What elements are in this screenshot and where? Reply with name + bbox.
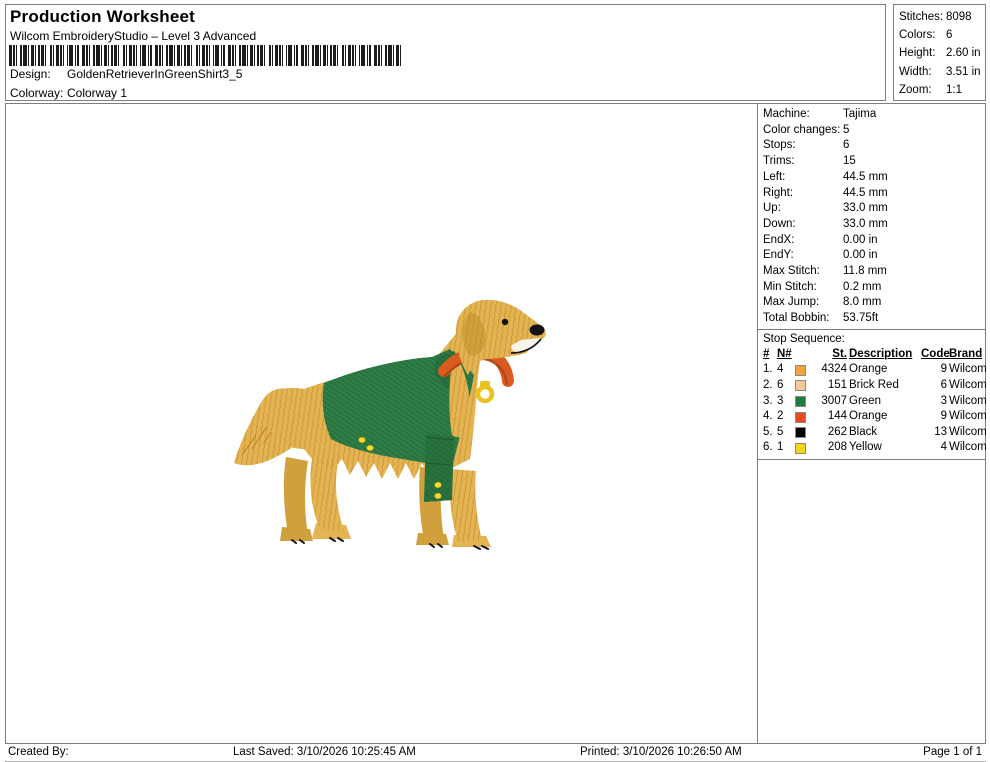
created-by-label: Created By: xyxy=(8,746,69,758)
machine-info-section: Machine: Tajima Color changes: 5 Stops: 6 T… xyxy=(758,104,985,330)
info-row: EndY: 0.00 in xyxy=(763,249,878,262)
last-saved-text: Last Saved: 3/10/2026 10:25:45 AM xyxy=(233,746,416,758)
stat-colors: Colors: 6 xyxy=(899,29,953,42)
info-row: Up: 33.0 mm xyxy=(763,202,888,215)
table-row: 1. 4 4324 Orange 9 Wilcom xyxy=(763,363,987,376)
colorway-label: Colorway: xyxy=(10,86,64,100)
thread-swatch xyxy=(795,427,806,439)
printed-text: Printed: 3/10/2026 10:26:50 AM xyxy=(580,746,742,758)
dog-mouth xyxy=(510,338,542,354)
dog-claws xyxy=(291,537,489,550)
design-value: GoldenRetrieverInGreenShirt3_5 xyxy=(67,67,243,81)
info-row: EndX: 0.00 in xyxy=(763,233,878,246)
info-row: Right: 44.5 mm xyxy=(763,186,888,199)
main-area: Machine: Tajima Color changes: 5 Stops: 6 T… xyxy=(5,103,987,744)
table-row: 3. 3 3007 Green 3 Wilcom xyxy=(763,394,987,407)
info-row: Stops: 6 xyxy=(763,139,850,152)
table-row: 2. 6 151 Brick Red 6 Wilcom xyxy=(763,379,987,392)
dog-collar-tag xyxy=(475,381,495,404)
design-canvas xyxy=(6,104,758,743)
dog-jacket xyxy=(322,349,474,502)
page-number: Page 1 of 1 xyxy=(923,746,982,758)
info-row: Machine: Tajima xyxy=(763,108,877,120)
table-row: 4. 2 144 Orange 9 Wilcom xyxy=(763,410,987,423)
thread-swatch xyxy=(795,395,806,407)
dog-muzzle xyxy=(511,338,540,352)
colorway-row: Colorway: Colorway 1 xyxy=(10,86,127,100)
golden-retriever-artwork xyxy=(234,299,546,550)
stat-width: Width: 3.51 in xyxy=(899,65,981,78)
footer: Created By: Last Saved: 3/10/2026 10:25:… xyxy=(5,744,986,762)
info-row: Max Stitch: 11.8 mm xyxy=(763,265,887,278)
stats-box: Stitches: 8098 Colors: 6 Height: 2.60 in Wi… xyxy=(893,4,986,101)
stop-sequence-header: # N# St. Description Code Brand xyxy=(763,347,983,360)
info-row: Max Jump: 8.0 mm xyxy=(763,296,882,309)
info-row: Down: 33.0 mm xyxy=(763,217,888,230)
info-panel: Machine: Tajima Color changes: 5 Stops: 6 T… xyxy=(757,104,987,743)
info-row: Color changes: 5 xyxy=(763,123,850,136)
stat-stitches: Stitches: 8098 xyxy=(899,11,972,23)
table-row: 6. 1 208 Yellow 4 Wilcom xyxy=(763,441,987,454)
colorway-value: Colorway 1 xyxy=(67,86,128,100)
info-row: Total Bobbin: 53.75ft xyxy=(763,312,879,325)
page-title: Production Worksheet xyxy=(10,7,196,26)
jacket-buttons xyxy=(358,436,442,500)
stop-sequence-title: Stop Sequence: xyxy=(763,332,845,345)
stat-zoom: Zoom: 1:1 xyxy=(899,83,962,96)
design-label: Design: xyxy=(10,67,51,81)
header-section: Production Worksheet Wilcom EmbroiderySt… xyxy=(5,4,886,101)
info-row: Min Stitch: 0.2 mm xyxy=(763,280,882,293)
barcode xyxy=(9,45,401,66)
app-subtitle: Wilcom EmbroideryStudio – Level 3 Advanc… xyxy=(10,29,257,43)
table-row: 5. 5 262 Black 13 Wilcom xyxy=(763,425,987,439)
barcode-wrap xyxy=(9,45,406,66)
design-row: Design: GoldenRetrieverInGreenShirt3_5 xyxy=(10,67,242,81)
thread-swatch xyxy=(795,442,806,454)
dog-eye xyxy=(501,318,509,326)
info-row: Trims: 15 xyxy=(763,155,856,168)
stop-sequence-section: Stop Sequence: # N# St. Description Code… xyxy=(758,330,987,460)
stat-height: Height: 2.60 in xyxy=(899,47,981,60)
thread-swatch xyxy=(795,411,806,423)
thread-swatch xyxy=(795,380,806,392)
info-row: Left: 44.5 mm xyxy=(763,170,888,183)
thread-swatch xyxy=(795,364,806,376)
dog-nose xyxy=(529,324,545,336)
dog-head xyxy=(455,299,546,375)
